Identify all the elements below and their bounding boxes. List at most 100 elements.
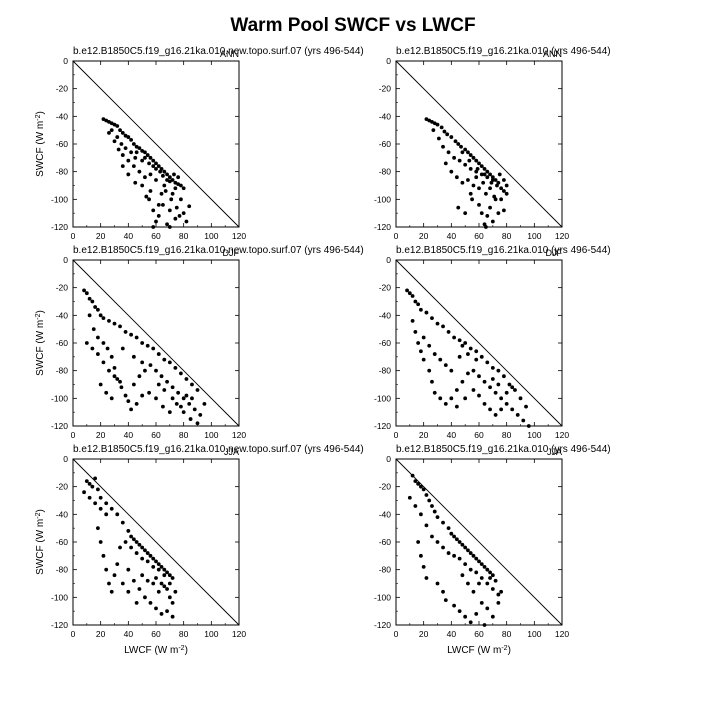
data-point xyxy=(120,153,125,157)
data-point xyxy=(101,360,106,365)
x-tick-label: 60 xyxy=(151,629,161,639)
data-point xyxy=(463,162,468,167)
data-point xyxy=(170,191,175,196)
x-tick-label: 60 xyxy=(151,231,161,241)
data-point xyxy=(457,609,462,614)
data-point xyxy=(148,189,153,193)
data-point xyxy=(179,197,183,202)
panel-title: b.e12.B1850C5.f19_g16.21ka.010 (yrs 496-… xyxy=(396,46,611,57)
x-tick-label: 40 xyxy=(447,629,457,639)
data-point xyxy=(143,368,147,373)
y-tick-label: -40 xyxy=(379,111,392,121)
data-point xyxy=(474,175,479,180)
data-point xyxy=(490,219,495,224)
data-point xyxy=(109,354,114,359)
data-point xyxy=(454,404,459,409)
panel-title: b.e12.B1850C5.f19_g16.21ka.010.new.topo.… xyxy=(73,444,364,455)
data-point xyxy=(474,556,479,561)
data-point xyxy=(467,158,472,163)
data-point xyxy=(162,183,167,188)
data-point xyxy=(482,379,487,384)
data-point xyxy=(90,299,95,304)
data-point xyxy=(459,144,463,149)
data-point xyxy=(173,216,178,221)
y-tick-label: -20 xyxy=(56,84,69,94)
data-point xyxy=(496,592,501,597)
data-point xyxy=(488,570,492,575)
scatter-panel: b.e12.B1850C5.f19_g16.21ka.010 (yrs 496-… xyxy=(374,245,611,440)
data-point xyxy=(173,589,178,594)
x-tick-label: 60 xyxy=(474,430,484,440)
data-point xyxy=(154,559,158,564)
data-point xyxy=(479,211,484,216)
data-point xyxy=(165,222,169,227)
data-point xyxy=(468,567,473,572)
data-point xyxy=(181,211,186,216)
data-point xyxy=(98,506,103,511)
y-tick-label: -80 xyxy=(379,565,392,575)
data-point xyxy=(452,603,456,608)
scatter-panel: b.e12.B1850C5.f19_g16.21ka.010.new.topo.… xyxy=(35,245,364,440)
data-point xyxy=(485,567,490,572)
data-point xyxy=(156,164,161,169)
data-point xyxy=(170,396,175,401)
data-point xyxy=(154,368,158,373)
reference-line xyxy=(72,458,240,626)
data-point xyxy=(496,211,501,216)
x-tick-label: 20 xyxy=(96,430,106,440)
data-point xyxy=(156,214,161,218)
data-point xyxy=(466,548,470,553)
data-point xyxy=(134,401,139,406)
x-tick-label: 20 xyxy=(419,629,429,639)
y-tick-label: -120 xyxy=(51,620,68,630)
data-point xyxy=(432,352,437,356)
data-point xyxy=(145,153,150,157)
data-point xyxy=(154,606,158,611)
data-point xyxy=(96,487,100,492)
data-point xyxy=(101,316,106,320)
data-point xyxy=(98,540,103,544)
data-point xyxy=(187,204,192,209)
data-point xyxy=(484,225,488,229)
y-tick-label: -100 xyxy=(374,592,391,602)
x-axis-label: LWCF (W m-2) xyxy=(447,645,511,657)
data-point xyxy=(496,382,501,387)
data-point xyxy=(170,576,175,580)
data-point xyxy=(518,396,523,401)
x-tick-label: 80 xyxy=(179,430,189,440)
data-point xyxy=(101,553,106,558)
data-point xyxy=(107,581,111,586)
data-point xyxy=(435,515,440,519)
data-point xyxy=(131,537,136,542)
data-point xyxy=(140,393,145,398)
data-point xyxy=(424,310,429,315)
x-tick-label: 60 xyxy=(474,231,484,241)
data-point xyxy=(488,576,492,580)
data-point xyxy=(167,175,172,180)
data-point xyxy=(123,146,128,151)
y-tick-label: -40 xyxy=(56,509,69,519)
data-point xyxy=(159,612,164,616)
data-point xyxy=(460,379,465,384)
data-point xyxy=(495,183,499,188)
data-point xyxy=(159,565,164,569)
y-axis-label: SWCF (W m-2) xyxy=(35,509,47,575)
x-tick-label: 100 xyxy=(204,231,218,241)
data-point xyxy=(490,614,495,619)
data-point xyxy=(151,225,156,229)
data-point xyxy=(140,341,145,345)
data-point xyxy=(140,158,145,163)
data-point xyxy=(482,565,487,569)
season-label: JJA xyxy=(547,447,562,457)
data-point xyxy=(98,382,103,387)
data-point xyxy=(416,540,421,544)
data-point xyxy=(161,202,165,207)
data-point xyxy=(148,363,153,368)
panel-title: b.e12.B1850C5.f19_g16.21ka.010 (yrs 496-… xyxy=(396,444,611,455)
data-point xyxy=(90,484,95,489)
data-point xyxy=(156,589,161,594)
data-point xyxy=(192,407,197,412)
x-tick-label: 120 xyxy=(232,231,246,241)
data-point xyxy=(134,600,139,605)
data-point xyxy=(163,189,168,193)
